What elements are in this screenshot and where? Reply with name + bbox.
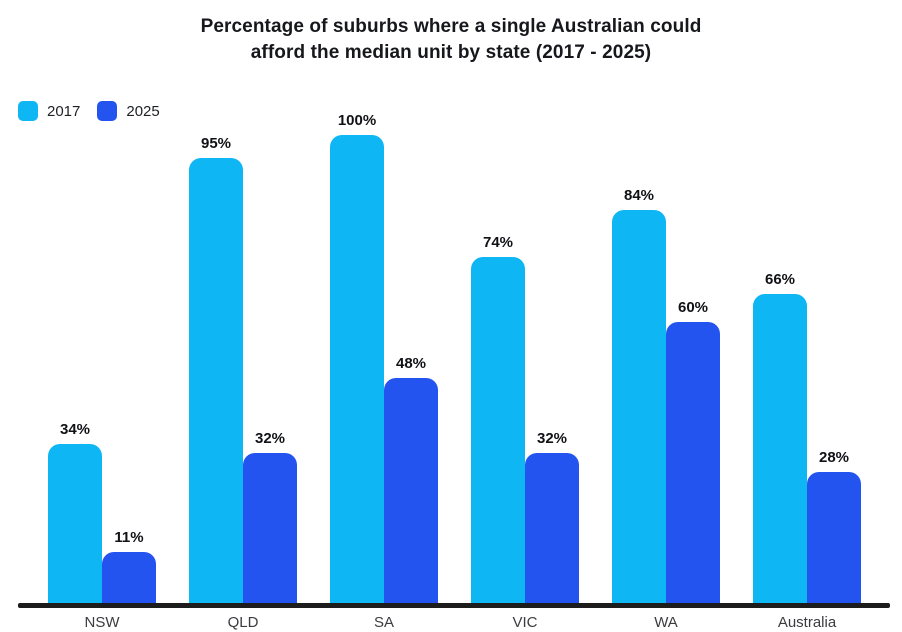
bar-value-label: 34% — [59, 421, 91, 438]
bar-2025 — [525, 453, 579, 603]
chart-title-line-2: afford the median unit by state (2017 - … — [250, 42, 652, 63]
bar-2025 — [807, 472, 861, 603]
category-label: Australia — [777, 614, 837, 631]
x-axis-line — [18, 603, 890, 608]
category-label: NSW — [84, 614, 120, 631]
bar-group-sa: 100% 48% SA — [330, 112, 438, 631]
bar-value-label: 100% — [337, 112, 377, 129]
bar-2017 — [330, 135, 384, 603]
bar-2017 — [753, 294, 807, 603]
legend-label-2025: 2025 — [126, 102, 160, 120]
chart-title: Percentage of suburbs where a single Aus… — [0, 14, 902, 66]
bar-col-2017: 95% — [189, 135, 243, 603]
bar-2017 — [189, 158, 243, 603]
bar-group-vic: 74% 32% VIC — [471, 234, 579, 631]
bar-2017 — [48, 444, 102, 603]
plot-area: 34% 11% NSW 95% 32% QLD 100% 48% SA 74% 32% VIC 84% 6… — [18, 112, 890, 631]
legend-swatch-2017 — [18, 101, 38, 121]
legend-item-2017: 2017 — [18, 101, 80, 121]
category-label: WA — [654, 614, 678, 631]
bar-value-label: 28% — [818, 449, 850, 466]
bar-value-label: 84% — [623, 187, 655, 204]
bar-value-label: 48% — [395, 355, 427, 372]
bar-col-2025: 11% — [102, 529, 156, 603]
bar-col-2025: 32% — [243, 430, 297, 603]
legend-swatch-2025 — [97, 101, 118, 121]
bar-2025 — [102, 552, 156, 603]
bar-2025 — [384, 378, 438, 603]
bar-col-2025: 48% — [384, 355, 438, 603]
category-label: QLD — [227, 614, 259, 631]
bar-value-label: 11% — [114, 529, 144, 546]
bar-col-2017: 66% — [753, 271, 807, 603]
bar-col-2017: 74% — [471, 234, 525, 603]
bar-2017 — [471, 257, 525, 603]
category-label: VIC — [512, 614, 538, 631]
bar-2025 — [666, 322, 720, 603]
bar-group-nsw: 34% 11% NSW — [48, 421, 156, 631]
legend-item-2025: 2025 — [97, 101, 160, 121]
bar-col-2025: 32% — [525, 430, 579, 603]
legend-label-2017: 2017 — [47, 102, 81, 120]
bar-group-australia: 66% 28% Australia — [753, 271, 861, 631]
bar-value-label: 74% — [482, 234, 514, 251]
category-label: SA — [373, 614, 395, 631]
bar-2025 — [243, 453, 297, 603]
bar-value-label: 66% — [764, 271, 796, 288]
bar-value-label: 60% — [677, 299, 709, 316]
bar-group-wa: 84% 60% WA — [612, 187, 720, 631]
legend: 2017 2025 — [18, 101, 177, 121]
bar-col-2025: 60% — [666, 299, 720, 603]
bar-value-label: 32% — [536, 430, 568, 447]
bar-value-label: 95% — [200, 135, 232, 152]
bar-group-qld: 95% 32% QLD — [189, 135, 297, 631]
bar-col-2025: 28% — [807, 449, 861, 603]
bar-col-2017: 100% — [330, 112, 384, 603]
bar-col-2017: 84% — [612, 187, 666, 603]
bar-2017 — [612, 210, 666, 603]
bar-col-2017: 34% — [48, 421, 102, 603]
chart-title-line-1: Percentage of suburbs where a single Aus… — [200, 16, 702, 37]
bar-value-label: 32% — [254, 430, 286, 447]
